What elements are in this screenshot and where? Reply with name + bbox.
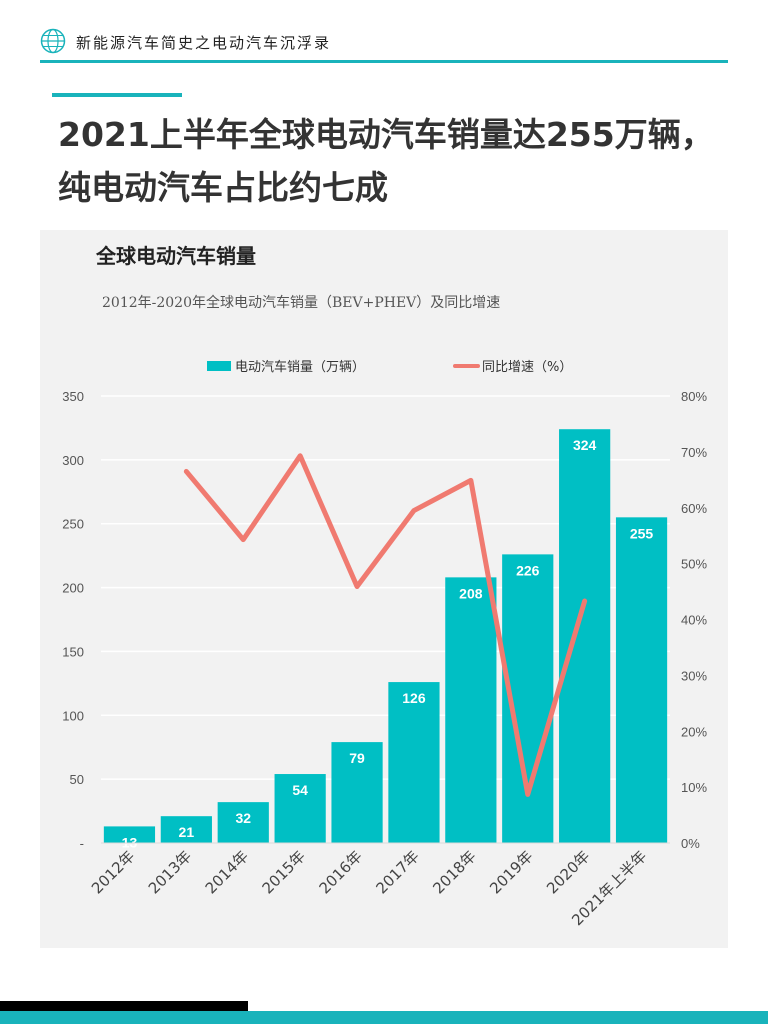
bar xyxy=(331,742,383,843)
y-right-tick-label: 50% xyxy=(681,557,707,572)
page-title-line-2: 纯电动汽车占比约七成 xyxy=(58,168,388,207)
y-right-tick-label: 10% xyxy=(681,780,707,795)
bar-data-label: 79 xyxy=(349,750,365,766)
x-tick-label: 2012年 xyxy=(88,847,138,897)
bar-data-label: 324 xyxy=(573,437,597,453)
bar-data-label: 255 xyxy=(630,525,654,541)
legend-label-bar: 电动汽车销量（万辆） xyxy=(235,359,365,375)
bar-data-label: 208 xyxy=(459,585,483,601)
y-left-tick-label: 150 xyxy=(62,644,84,659)
x-tick-label: 2013年 xyxy=(145,847,195,897)
y-right-tick-label: 20% xyxy=(681,724,707,739)
y-left-tick-label: 100 xyxy=(62,708,84,723)
bar-data-label: 126 xyxy=(402,690,426,706)
growth-rate-line xyxy=(183,453,588,797)
x-tick-label: 2019年 xyxy=(486,847,536,897)
globe-logo-icon xyxy=(40,28,66,54)
y-left-tick-label: - xyxy=(80,836,84,851)
bar-data-label: 32 xyxy=(235,810,251,826)
bar xyxy=(388,682,440,843)
bar xyxy=(615,517,668,843)
y-left-tick-label: 350 xyxy=(62,389,84,404)
y-right-tick-label: 60% xyxy=(681,501,707,516)
x-tick-label: 2014年 xyxy=(202,847,252,897)
y-right-tick-label: 30% xyxy=(681,668,707,683)
bar-data-label: 21 xyxy=(179,824,195,840)
bar-data-label: 13 xyxy=(122,834,138,850)
y-right-tick-label: 0% xyxy=(681,836,700,851)
x-tick-label: 2017年 xyxy=(372,847,422,897)
chart-subtitle: 2012年-2020年全球电动汽车销量（BEV+PHEV）及同比增速 xyxy=(102,295,501,311)
header-divider xyxy=(40,60,728,63)
title-accent-bar xyxy=(52,93,182,97)
y-right-tick-label: 40% xyxy=(681,613,707,628)
y-left-tick-label: 50 xyxy=(70,772,84,787)
bar-data-label: 226 xyxy=(516,562,540,578)
y-right-tick-label: 80% xyxy=(681,389,707,404)
x-tick-label: 2016年 xyxy=(316,847,366,897)
page-title: 2021上半年全球电动汽车销量达255万辆， 纯电动汽车占比约七成 xyxy=(58,108,738,214)
bar xyxy=(217,802,269,843)
chart-title: 全球电动汽车销量 xyxy=(96,244,256,268)
page-title-line-1: 2021上半年全球电动汽车销量达255万辆， xyxy=(58,115,714,154)
legend-label-line: 同比增速（%） xyxy=(482,360,572,375)
bar xyxy=(160,816,212,843)
header: 新能源汽车简史之电动汽车沉浮录 xyxy=(40,28,728,64)
y-left-tick-label: 300 xyxy=(62,453,84,468)
bar xyxy=(445,577,497,843)
x-tick-label: 2015年 xyxy=(259,847,309,897)
bar xyxy=(274,774,326,843)
header-title: 新能源汽车简史之电动汽车沉浮录 xyxy=(76,34,332,52)
bar xyxy=(559,429,611,843)
y-left-tick-label: 250 xyxy=(62,517,84,532)
footer-bar-teal xyxy=(0,1011,768,1024)
x-tick-label: 2018年 xyxy=(429,847,479,897)
y-left-tick-label: 200 xyxy=(62,581,84,596)
y-right-tick-label: 70% xyxy=(681,445,707,460)
footer-bar-black xyxy=(0,1001,248,1011)
legend-swatch-bar xyxy=(207,361,231,371)
x-tick-label: 2020年 xyxy=(543,847,593,897)
bar-data-label: 54 xyxy=(292,782,308,798)
bar xyxy=(103,826,156,843)
